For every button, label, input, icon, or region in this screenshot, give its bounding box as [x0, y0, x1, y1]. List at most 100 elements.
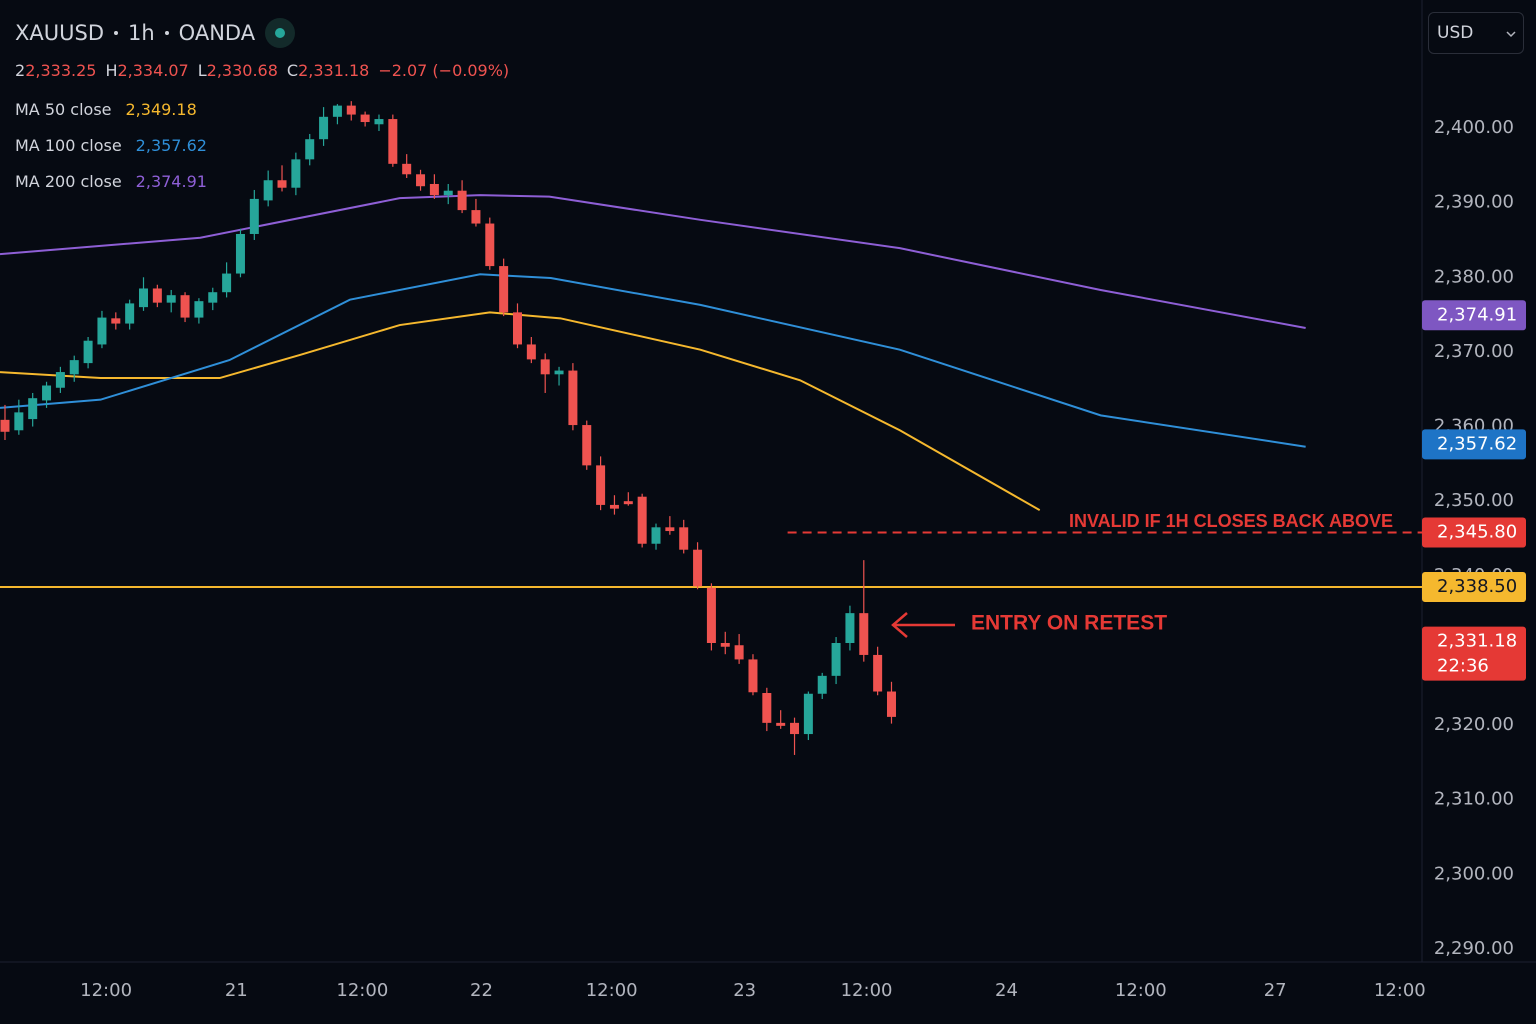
candle-body	[125, 303, 135, 324]
candle-body	[14, 412, 24, 431]
candle-body	[263, 180, 273, 201]
candle-body	[831, 643, 841, 676]
source: OANDA	[178, 21, 256, 45]
ma-name: MA 100 close	[15, 136, 122, 155]
price-tag-label: 2,338.50	[1437, 576, 1517, 597]
y-tick-label: 2,290.00	[1434, 938, 1514, 959]
y-tick-label: 2,400.00	[1434, 117, 1514, 138]
x-tick-label: 12:00	[1115, 980, 1167, 1001]
candle-body	[679, 527, 689, 550]
candle-body	[596, 465, 606, 505]
candle-body	[332, 105, 342, 117]
y-tick-label: 2,300.00	[1434, 863, 1514, 884]
candle-body	[609, 504, 619, 509]
price-tag	[1422, 572, 1526, 603]
candle-body	[776, 722, 786, 726]
ohlc-item: H2,334.07	[105, 61, 188, 80]
ma-name: MA 200 close	[15, 172, 122, 191]
candle-body	[319, 116, 329, 140]
x-tick-label: 23	[733, 980, 756, 1001]
candle-body	[360, 114, 370, 123]
candle-body	[790, 722, 800, 735]
candle-body	[817, 675, 827, 694]
candle-body	[55, 372, 65, 388]
candle-body	[665, 527, 675, 532]
ohlc-item: C2,331.18	[287, 61, 369, 80]
x-tick-label: 22	[470, 980, 493, 1001]
candle-body	[166, 295, 176, 303]
ma-name: MA 50 close	[15, 100, 112, 119]
candle-body	[554, 370, 564, 375]
candle-body	[222, 273, 232, 293]
y-tick-label: 2,320.00	[1434, 714, 1514, 735]
x-tick-label: 27	[1264, 980, 1287, 1001]
price-tag	[1422, 429, 1526, 460]
annotation: INVALID IF 1H CLOSES BACK ABOVE	[1069, 511, 1393, 531]
candle-body	[194, 301, 204, 318]
price-tag-label: 2,374.91	[1437, 304, 1517, 325]
market-status[interactable]	[265, 18, 296, 48]
candle-body	[540, 359, 550, 375]
candle-body	[152, 288, 162, 303]
interval[interactable]: 1h	[128, 21, 155, 45]
ohlc-item: L2,330.68	[198, 61, 278, 80]
price-tag-label: 2,331.18	[1437, 631, 1517, 652]
candle-body	[374, 119, 384, 125]
ma-legend-item: MA 200 close 2,374.91	[15, 172, 207, 191]
ma-line	[0, 311, 1041, 512]
candle-body	[886, 691, 896, 717]
candle-body	[762, 693, 772, 723]
candle-body	[693, 549, 703, 587]
candle-body	[720, 643, 730, 647]
separator	[114, 31, 118, 35]
ohlc-key: H	[105, 61, 118, 80]
candle-body	[471, 210, 481, 224]
ohlc-value: 2,333.25	[25, 61, 97, 80]
price-tag	[1422, 626, 1526, 681]
candle-body	[42, 385, 52, 401]
candle-body	[526, 344, 536, 360]
candle-body	[485, 223, 495, 267]
candle-body	[97, 317, 107, 345]
candle-body	[873, 654, 883, 692]
candle-body	[291, 159, 301, 188]
ma-value: 2,349.18	[125, 100, 197, 119]
candle-body	[208, 292, 218, 303]
currency-select[interactable]: USD	[1428, 12, 1524, 54]
ohlc-value: 2,331.18	[298, 61, 370, 80]
candle-body	[706, 587, 716, 644]
candle-body	[651, 527, 661, 544]
annotation: ENTRY ON RETEST	[971, 612, 1167, 635]
countdown: 22:36	[1437, 656, 1489, 677]
ohlc-item: 22,333.25	[15, 61, 96, 80]
ma-line	[0, 273, 1306, 448]
candle-body	[416, 174, 426, 187]
change: −2.07 (−0.09%)	[378, 61, 510, 80]
x-tick-label: 21	[225, 980, 248, 1001]
ma-legend-item: MA 50 close 2,349.18	[15, 100, 197, 119]
ma-value: 2,374.91	[135, 172, 207, 191]
ma-legend-item: MA 100 close 2,357.62	[15, 136, 207, 155]
candle-body	[734, 645, 744, 660]
candle-body	[568, 370, 578, 426]
candle-body	[623, 501, 633, 505]
candle-body	[83, 340, 93, 364]
candle-body	[0, 419, 10, 432]
candle-body	[111, 318, 121, 324]
ohlc-legend: 22,333.25 H2,334.07 L2,330.68 C2,331.18 −2.0…	[15, 61, 509, 80]
separator	[164, 31, 169, 35]
ohlc-key: 2	[15, 61, 26, 80]
candle-body	[845, 613, 855, 644]
ohlc-value: 2,334.07	[117, 61, 189, 80]
candle-body	[277, 180, 287, 188]
x-tick-label: 12:00	[1374, 980, 1426, 1001]
candle-body	[180, 295, 190, 318]
x-tick-label: 12:00	[586, 980, 638, 1001]
candle-body	[748, 659, 758, 693]
y-tick-label: 2,310.00	[1434, 789, 1514, 810]
currency: USD	[1437, 23, 1474, 43]
y-tick-label: 2,390.00	[1434, 192, 1514, 213]
y-tick-label: 2,350.00	[1434, 490, 1514, 511]
candle-body	[499, 266, 509, 313]
